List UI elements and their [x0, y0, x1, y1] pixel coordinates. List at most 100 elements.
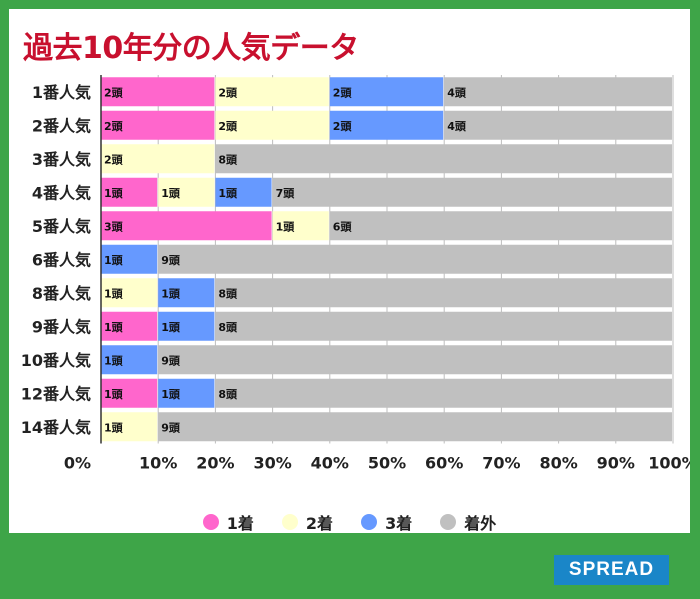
legend-label: 2着 [305, 514, 334, 533]
x-tick-label: 40% [311, 454, 349, 473]
legend-item: 2着 [281, 510, 334, 534]
x-tick-label: 90% [597, 454, 635, 473]
spread-logo: SPREAD [554, 555, 669, 585]
bar-segment [101, 378, 158, 408]
data-label: 1頭 [104, 421, 124, 434]
bar-segment [101, 244, 158, 274]
bar-segment [158, 345, 672, 375]
data-label: 2頭 [104, 120, 124, 133]
data-label: 9頭 [161, 421, 181, 434]
bar-segment [215, 110, 329, 140]
bar-segment [101, 278, 158, 308]
bar-segment [101, 144, 215, 174]
bar-segment [101, 77, 215, 107]
legend-item: 3着 [361, 510, 412, 534]
bar-segment [158, 177, 215, 207]
bar-segment [101, 345, 158, 375]
data-label: 4頭 [447, 86, 467, 99]
x-tick-label: 50% [368, 454, 406, 473]
legend-swatch [202, 514, 219, 530]
data-label: 2頭 [104, 153, 124, 166]
bar-segment [272, 177, 672, 207]
data-label: 7頭 [276, 187, 296, 200]
legend-label: 1着 [226, 514, 254, 533]
data-label: 2頭 [218, 120, 238, 133]
data-label: 8頭 [218, 287, 238, 300]
data-label: 1頭 [161, 388, 181, 401]
category-label: 10番人気 [21, 351, 91, 370]
bar-segment [158, 412, 672, 442]
bar-segment [215, 278, 672, 308]
data-label: 9頭 [161, 254, 181, 267]
category-label: 9番人気 [32, 317, 91, 336]
category-label: 3番人気 [32, 150, 91, 169]
data-label: 4頭 [447, 120, 467, 133]
bar-segment [329, 211, 672, 241]
bar-segment [444, 77, 672, 107]
x-tick-label: 30% [253, 454, 291, 473]
bar-segment [215, 144, 672, 174]
bar-segment [215, 378, 672, 408]
data-label: 1頭 [218, 187, 238, 200]
bar-segment [101, 177, 158, 207]
legend-item: 1着 [202, 510, 254, 534]
legend-swatch [440, 514, 457, 530]
bar-segment [101, 412, 158, 442]
data-label: 1頭 [104, 287, 124, 300]
data-label: 8頭 [218, 153, 238, 166]
bar-segment [215, 177, 272, 207]
data-label: 6頭 [333, 220, 353, 233]
data-label: 1頭 [104, 254, 124, 267]
bar-segment [158, 278, 215, 308]
bar-segment [444, 110, 672, 140]
chart-card: 過去10年分の人気データ 1番人気 2頭 2頭 2頭 4頭 2番人気 2頭 2頭 2頭 4頭 3番人… [9, 9, 690, 533]
bar-segment [158, 311, 215, 341]
bar-segment [329, 110, 444, 140]
x-tick-label: 80% [539, 454, 577, 473]
category-label: 5番人気 [32, 217, 91, 236]
bar-segment [101, 311, 158, 341]
x-tick-label: 20% [196, 454, 234, 473]
data-label: 8頭 [218, 388, 238, 401]
data-label: 1頭 [104, 354, 124, 367]
bar-segment [101, 211, 272, 241]
data-label: 1頭 [104, 388, 124, 401]
category-label: 6番人気 [32, 250, 91, 269]
data-label: 2頭 [333, 120, 353, 133]
data-label: 1頭 [104, 187, 124, 200]
data-label: 2頭 [218, 86, 238, 99]
category-label: 1番人気 [32, 83, 91, 102]
data-label: 2頭 [333, 86, 353, 99]
data-label: 3頭 [104, 220, 124, 233]
legend-swatch [281, 514, 298, 530]
category-label: 4番人気 [32, 183, 91, 202]
x-tick-label: 100% [648, 454, 690, 473]
x-tick-label: 70% [482, 454, 520, 473]
data-label: 1頭 [104, 321, 124, 334]
chart-title: 過去10年分の人気データ [23, 31, 359, 66]
x-tick-label: 60% [425, 454, 463, 473]
data-label: 1頭 [161, 287, 181, 300]
bar-segment [272, 211, 329, 241]
legend-label: 着外 [464, 514, 497, 533]
x-tick-label: 10% [139, 454, 177, 473]
category-label: 8番人気 [32, 284, 91, 303]
legend-item: 着外 [440, 510, 496, 534]
bar-segment [101, 110, 215, 140]
bar-segment [158, 244, 672, 274]
data-label: 8頭 [218, 321, 238, 334]
category-label: 12番人気 [21, 384, 91, 403]
category-label: 2番人気 [32, 116, 91, 135]
bar-segment [215, 77, 329, 107]
data-label: 1頭 [161, 187, 181, 200]
chart-plot: 1番人気 2頭 2頭 2頭 4頭 2番人気 2頭 2頭 2頭 4頭 3番人気 2頭 8頭 4番人気 1頭 1頭… [21, 75, 690, 473]
data-label: 2頭 [104, 86, 124, 99]
data-label: 1頭 [161, 321, 181, 334]
bar-segment [215, 311, 672, 341]
x-tick-label: 0% [64, 454, 91, 473]
legend-label: 3着 [385, 514, 413, 533]
category-label: 14番人気 [21, 418, 91, 437]
bar-segment [329, 77, 444, 107]
data-label: 1頭 [276, 220, 296, 233]
bar-segment [158, 378, 215, 408]
